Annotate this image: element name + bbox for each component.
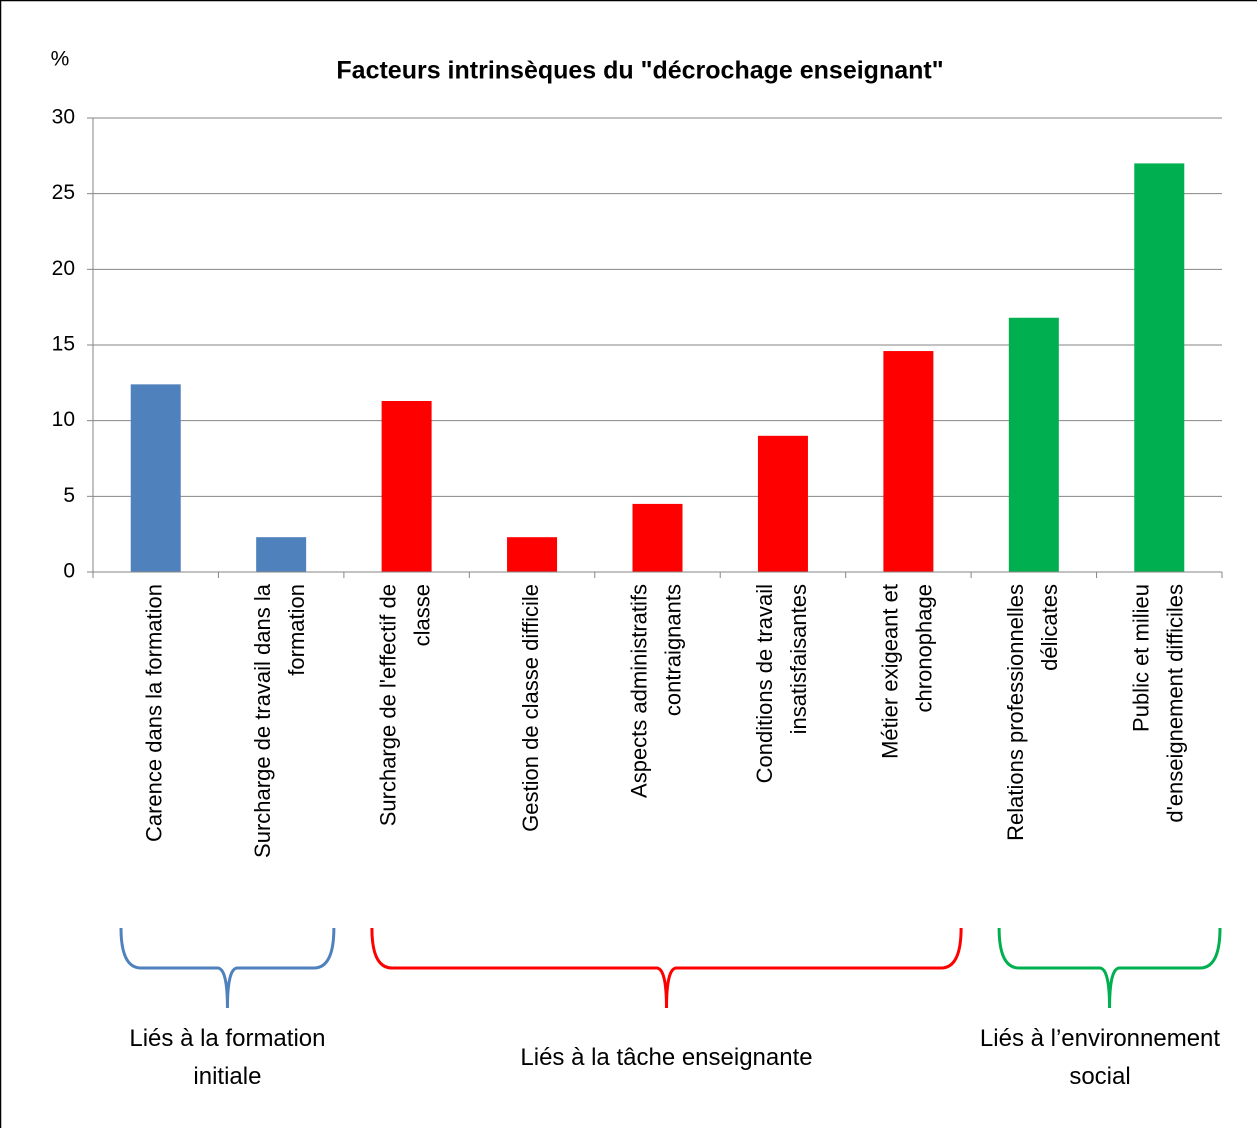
y-tick-label: 10 [52,408,75,431]
x-tick-label: Public et milieu d'enseignement difficile… [1128,584,1187,823]
group-brace [997,927,1222,1009]
bar [1134,163,1185,572]
y-tick-label: 15 [52,333,75,356]
bar [1008,317,1059,572]
bar [757,435,808,572]
x-tick-label: Carence dans la formation [142,584,167,842]
bar [256,537,307,572]
group-label: Liés à la formation initiale [129,1025,325,1090]
y-tick-label: 25 [52,181,75,204]
y-tick-label: 5 [63,484,75,507]
y-tick-label: 20 [52,257,75,280]
y-tick-label: 30 [52,106,75,129]
y-axis-label: % [51,48,70,71]
bar [883,351,934,572]
y-tick-label: 0 [63,560,75,583]
group-brace [370,927,963,1009]
chart-title: Facteurs intrinsèques du "décrochage ens… [336,57,943,85]
bar [130,384,181,572]
x-tick-label: Conditions de travail insatisfaisantes [752,584,811,783]
x-tick-label: Métier exigeant et chronophage [877,584,936,759]
bar [632,503,683,572]
x-tick-label: Surcharge de travail dans la formation [250,583,309,858]
x-tick-label: Aspects administratifs contraignants [626,584,685,798]
group-brace [119,927,336,1009]
group-label: Liés à la tâche enseignante [520,1044,812,1071]
bar [507,537,558,572]
x-tick-label: Surcharge de l'effectif de classe [375,584,434,826]
group-label: Liés à l’environnement social [980,1025,1220,1090]
x-tick-label: Relations professionnelles délicates [1003,584,1062,841]
x-tick-label: Gestion de classe difficile [518,584,543,832]
bar [381,400,432,572]
